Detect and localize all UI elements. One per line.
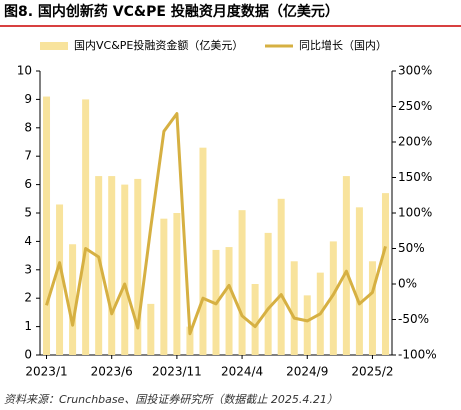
bar — [121, 184, 129, 355]
y2-tick-label: 150% — [398, 170, 432, 184]
y-tick-label: 10 — [17, 64, 32, 78]
x-tick-label: 2023/11 — [152, 365, 202, 379]
y2-tick-label: 300% — [398, 64, 432, 78]
bar — [160, 218, 168, 355]
bar — [56, 204, 64, 355]
x-tick-label: 2024/9 — [286, 365, 328, 379]
y2-tick-label: 50% — [398, 241, 425, 255]
y2-tick-label: 100% — [398, 206, 432, 220]
y-tick-label: 4 — [24, 234, 32, 248]
bar — [134, 178, 142, 355]
bar — [82, 99, 90, 356]
y2-tick-label: -100% — [398, 348, 437, 362]
bar — [225, 247, 233, 355]
y2-tick-label: -50% — [398, 312, 429, 326]
bar — [238, 210, 246, 355]
y2-tick-label: 250% — [398, 99, 432, 113]
y-tick-label: 1 — [24, 319, 32, 333]
bar — [290, 261, 298, 355]
source: 资料来源：Crunchbase、国投证券研究所（数据截止 2025.4.21） — [4, 393, 338, 406]
legend-swatch — [40, 42, 68, 50]
y-tick-label: 9 — [24, 92, 32, 106]
line — [45, 112, 387, 336]
y-tick-label: 2 — [24, 291, 32, 305]
bar — [147, 303, 155, 355]
x-tick-label: 2024/4 — [221, 365, 263, 379]
y2-tick-label: 0% — [398, 277, 417, 291]
bar — [303, 295, 311, 355]
bar — [186, 326, 194, 355]
bar — [329, 241, 337, 355]
y-tick-label: 7 — [24, 149, 32, 163]
bar — [355, 207, 363, 355]
bar — [251, 284, 259, 355]
legend-label: 同比增长（国内） — [299, 38, 387, 52]
x-tick-label: 2025/2 — [351, 365, 393, 379]
y2-tick-label: 200% — [398, 135, 432, 149]
chart-title: 图8. 国内创新药 VC&PE 投融资月度数据（亿美元） — [4, 3, 339, 20]
bar — [95, 176, 103, 355]
y-tick-label: 0 — [24, 348, 32, 362]
bar — [342, 176, 350, 355]
y-tick-label: 3 — [24, 262, 32, 276]
legend-label: 国内VC&PE投融资金额（亿美元） — [74, 38, 243, 52]
y-tick-label: 8 — [24, 120, 32, 134]
bar — [199, 147, 207, 355]
y-tick-label: 5 — [24, 206, 32, 220]
bar — [368, 261, 376, 355]
bar — [108, 176, 116, 355]
bar — [43, 96, 51, 355]
x-tick-label: 2023/1 — [25, 365, 67, 379]
bar — [173, 213, 181, 355]
x-tick-label: 2023/6 — [91, 365, 133, 379]
bar — [381, 193, 389, 355]
bar — [264, 232, 272, 355]
bar — [277, 198, 285, 355]
bar — [69, 244, 77, 355]
y-tick-label: 6 — [24, 177, 32, 191]
